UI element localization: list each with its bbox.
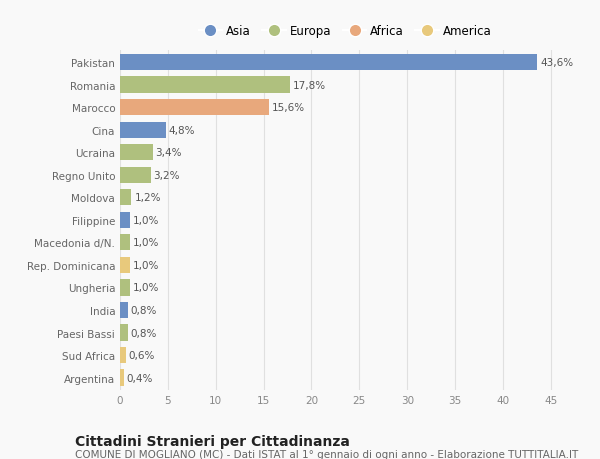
Bar (120, 77, 290, 94)
Bar (120, 122, 166, 139)
Text: 1,2%: 1,2% (134, 193, 161, 203)
Text: 1,0%: 1,0% (133, 215, 159, 225)
Bar (120, 145, 152, 161)
Bar (120, 280, 130, 296)
Text: 0,8%: 0,8% (131, 328, 157, 338)
Text: Cittadini Stranieri per Cittadinanza: Cittadini Stranieri per Cittadinanza (75, 434, 350, 448)
Text: 43,6%: 43,6% (541, 58, 574, 68)
Text: 1,0%: 1,0% (133, 283, 159, 293)
Bar (120, 325, 128, 341)
Text: 3,4%: 3,4% (155, 148, 182, 158)
Text: 15,6%: 15,6% (272, 103, 305, 113)
Text: 0,6%: 0,6% (128, 350, 155, 360)
Bar (120, 235, 130, 251)
Bar (120, 167, 151, 184)
Text: 17,8%: 17,8% (293, 80, 326, 90)
Bar (120, 257, 130, 274)
Text: 0,4%: 0,4% (127, 373, 153, 383)
Bar (120, 190, 131, 206)
Text: 4,8%: 4,8% (169, 125, 196, 135)
Text: 1,0%: 1,0% (133, 238, 159, 248)
Text: 0,8%: 0,8% (131, 305, 157, 315)
Legend: Asia, Europa, Africa, America: Asia, Europa, Africa, America (196, 22, 494, 40)
Text: 3,2%: 3,2% (154, 170, 180, 180)
Text: 1,0%: 1,0% (133, 260, 159, 270)
Bar (120, 55, 538, 71)
Bar (120, 369, 124, 386)
Bar (120, 347, 126, 364)
Bar (120, 212, 130, 229)
Bar (120, 302, 128, 319)
Bar (120, 100, 269, 116)
Text: COMUNE DI MOGLIANO (MC) - Dati ISTAT al 1° gennaio di ogni anno - Elaborazione T: COMUNE DI MOGLIANO (MC) - Dati ISTAT al … (75, 449, 578, 459)
